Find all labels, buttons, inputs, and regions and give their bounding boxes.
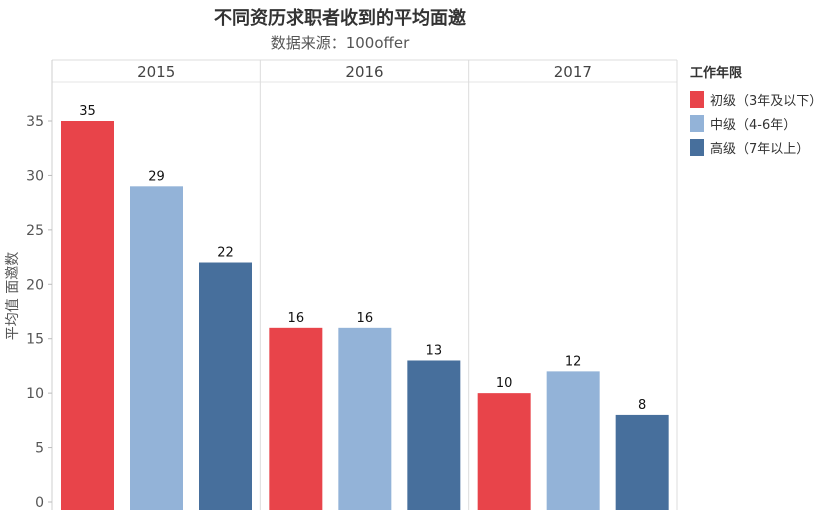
legend-swatch-junior xyxy=(690,90,704,108)
bar-2017-s0 xyxy=(477,393,531,510)
y-tick-label: 10 xyxy=(26,386,44,402)
bar-2016-s1 xyxy=(338,327,392,510)
plot-area: 0 5 10 15 20 25 30 35 平均值 面邀数 2015 35 29 22 2016 16 16 1… xyxy=(5,59,678,511)
legend: 工作年限 初级（3年及以下） 中级（4-6年） 高级（7年以上） xyxy=(690,62,838,159)
data-label-2016-s2: 13 xyxy=(426,343,443,358)
bar-2015-s0 xyxy=(61,121,114,510)
panel-header-2017: 2017 xyxy=(554,63,592,81)
data-label-2015-s0: 35 xyxy=(79,104,96,119)
legend-item-mid[interactable]: 中级（4-6年） xyxy=(690,111,838,135)
legend-label-senior: 高级（7年以上） xyxy=(710,141,810,157)
panel-header-2015: 2015 xyxy=(137,63,175,81)
legend-item-junior[interactable]: 初级（3年及以下） xyxy=(690,87,838,111)
y-axis-title: 平均值 面邀数 xyxy=(5,252,21,340)
legend-swatch-mid xyxy=(690,114,704,132)
y-tick-label: 20 xyxy=(26,277,44,293)
legend-label-junior: 初级（3年及以下） xyxy=(710,93,823,109)
bar-2017-s1 xyxy=(546,371,600,510)
panel-header-2016: 2016 xyxy=(345,63,383,81)
y-tick-label: 15 xyxy=(26,332,44,348)
y-tick-label: 35 xyxy=(26,114,44,130)
data-label-2015-s1: 29 xyxy=(148,169,165,184)
legend-title: 工作年限 xyxy=(690,66,743,81)
legend-label-mid: 中级（4-6年） xyxy=(710,117,797,133)
legend-item-senior[interactable]: 高级（7年以上） xyxy=(690,135,838,159)
data-label-2016-s0: 16 xyxy=(288,311,305,326)
bar-2017-s2 xyxy=(615,414,669,510)
data-label-2016-s1: 16 xyxy=(357,311,374,326)
data-label-2017-s2: 8 xyxy=(638,398,646,413)
bar-2015-s2 xyxy=(199,262,252,510)
y-tick-label: 25 xyxy=(26,223,44,239)
y-tick-label: 30 xyxy=(26,168,44,184)
bar-2016-s0 xyxy=(269,327,323,510)
bar-2016-s2 xyxy=(407,360,461,510)
data-label-2017-s0: 10 xyxy=(496,376,513,391)
data-label-2017-s1: 12 xyxy=(565,354,582,369)
y-tick-label: 0 xyxy=(35,495,44,511)
chart-title: 不同资历求职者收到的平均面邀 xyxy=(214,8,466,29)
data-label-2015-s2: 22 xyxy=(217,246,234,261)
legend-swatch-senior xyxy=(690,138,704,156)
y-tick-label: 5 xyxy=(35,441,44,457)
chart-subtitle: 数据来源：100offer xyxy=(270,34,410,52)
bar-2015-s1 xyxy=(130,186,183,511)
